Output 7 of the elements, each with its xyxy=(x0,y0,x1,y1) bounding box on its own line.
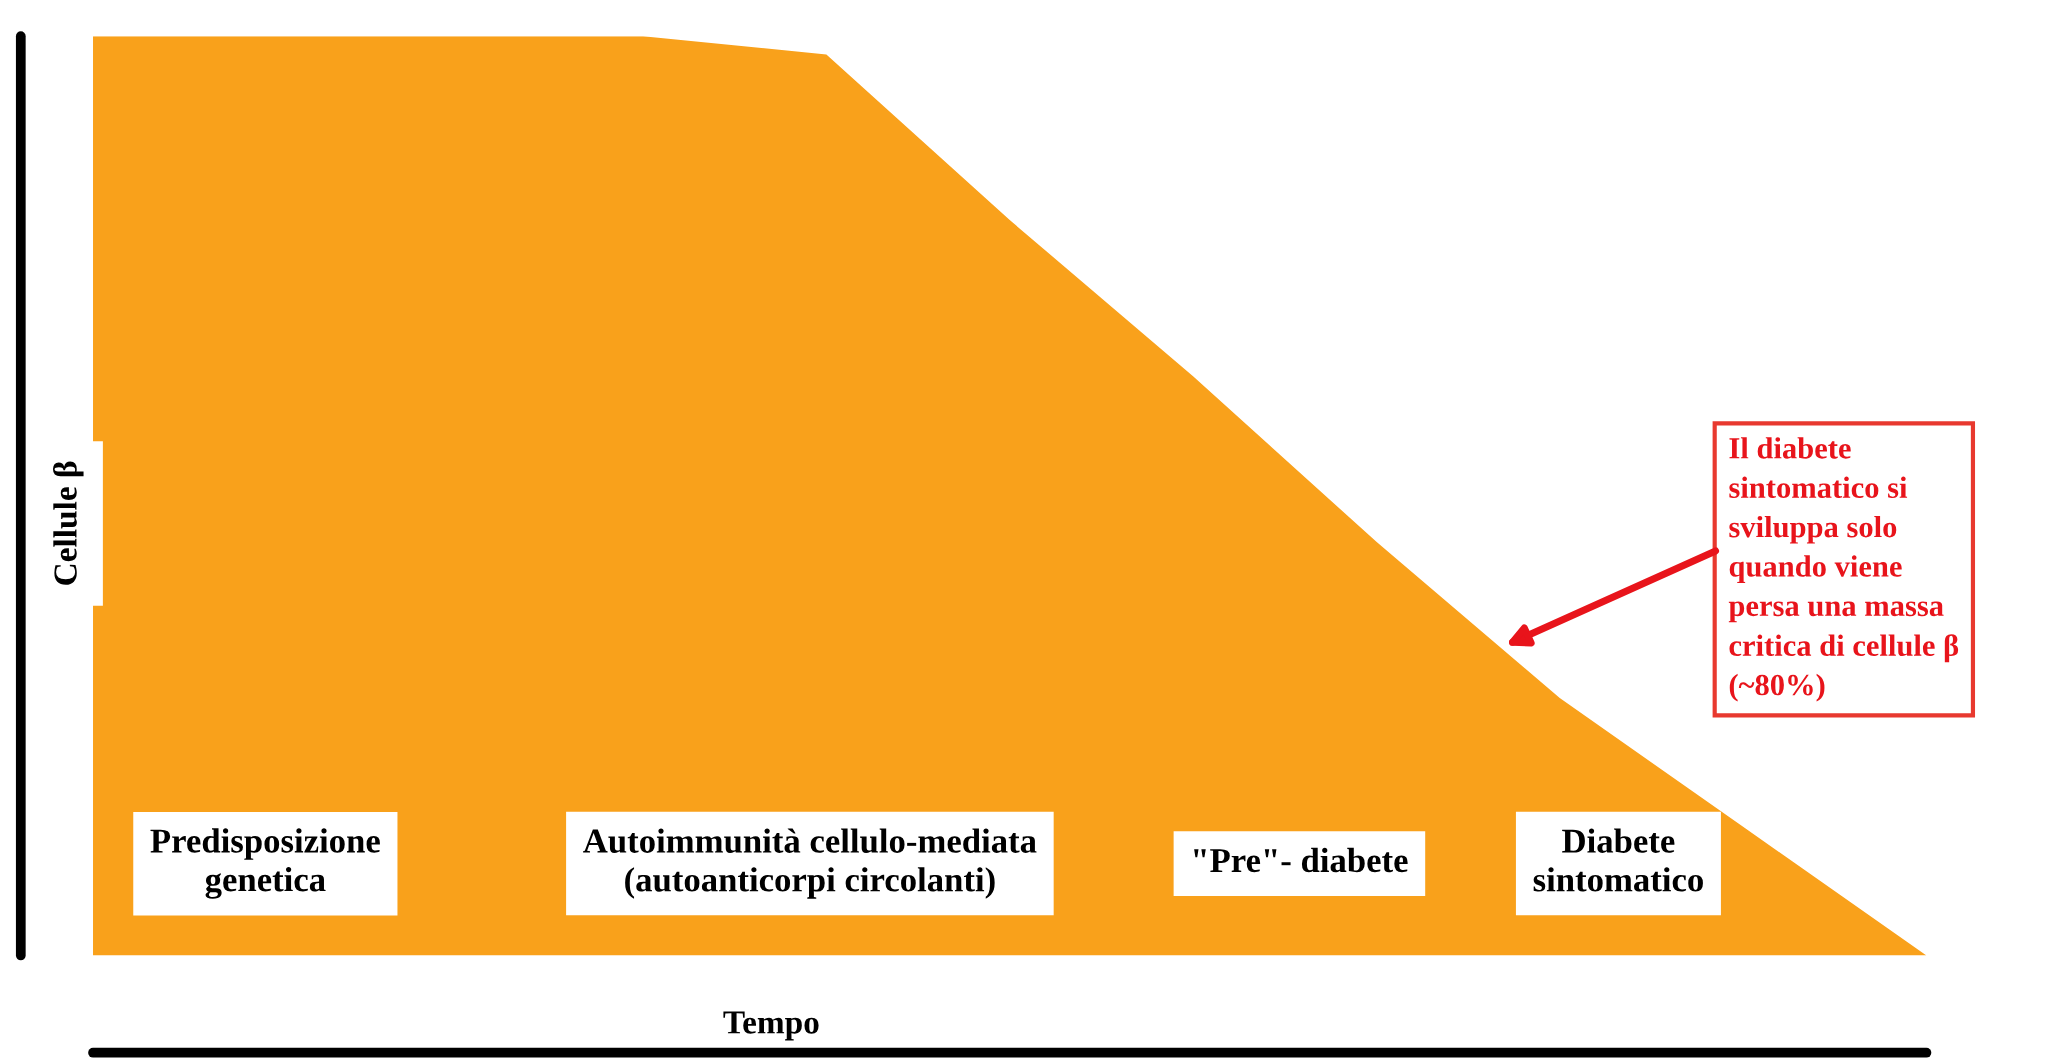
annotation: Predisposizione genetica xyxy=(150,828,380,899)
x-axis-title: Tempo xyxy=(723,1011,819,1041)
annotation: Diabete sintomatico xyxy=(1533,828,1703,892)
y-axis-title: Cellule β xyxy=(52,461,84,585)
annotation: "Pre"- diabete xyxy=(1194,847,1408,873)
annotation: Autoimmunità cellulo-mediata (autoanticorpi circolanti) xyxy=(583,828,1037,899)
annotation: Il diabete sintomatico si sviluppa solo quando viene persa una massa critica di cellule β (~80%) xyxy=(1728,437,1959,702)
